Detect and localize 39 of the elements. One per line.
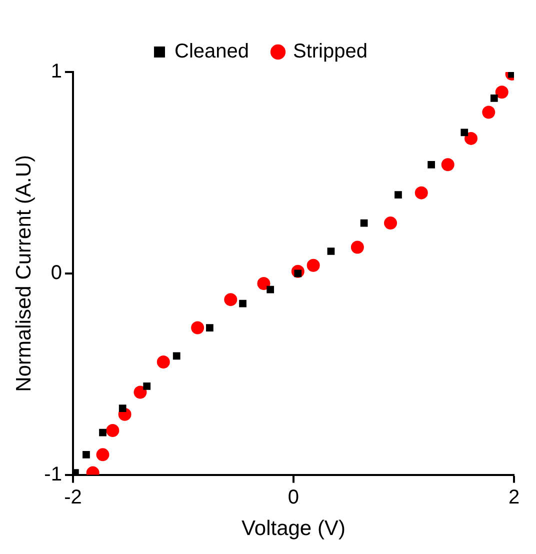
x-axis-title: Voltage (V) bbox=[242, 517, 346, 540]
y-tick-label: 1 bbox=[50, 60, 62, 83]
point bbox=[482, 106, 496, 119]
y-axis-title: Normalised Current (A.U) bbox=[12, 154, 36, 392]
x-tick-label: 0 bbox=[288, 486, 300, 508]
point bbox=[172, 352, 180, 360]
point bbox=[206, 324, 214, 332]
x-tick-label: 2 bbox=[508, 486, 520, 508]
point bbox=[350, 240, 364, 254]
legend-label: Cleaned bbox=[174, 40, 250, 63]
point bbox=[191, 321, 204, 334]
point bbox=[156, 356, 170, 369]
point bbox=[143, 382, 151, 390]
point bbox=[441, 158, 454, 172]
point bbox=[266, 286, 274, 294]
point bbox=[134, 386, 147, 399]
point bbox=[239, 300, 246, 308]
point bbox=[495, 86, 508, 99]
point bbox=[490, 94, 498, 102]
point bbox=[384, 216, 398, 230]
y-tick-label: -1 bbox=[44, 463, 62, 486]
x-tick-label: -2 bbox=[64, 486, 82, 508]
point bbox=[460, 128, 468, 136]
point bbox=[464, 132, 478, 145]
legend-label: Stripped bbox=[293, 40, 368, 63]
point bbox=[82, 450, 90, 458]
point bbox=[394, 191, 402, 199]
point bbox=[428, 160, 435, 168]
point bbox=[327, 248, 335, 255]
point bbox=[306, 258, 320, 272]
point bbox=[224, 293, 238, 306]
point bbox=[414, 186, 428, 200]
point bbox=[118, 404, 126, 412]
point bbox=[360, 219, 368, 227]
y-tick-label: 0 bbox=[50, 262, 62, 284]
point bbox=[257, 276, 270, 290]
point bbox=[106, 424, 120, 437]
point bbox=[99, 428, 106, 436]
point bbox=[96, 448, 110, 462]
